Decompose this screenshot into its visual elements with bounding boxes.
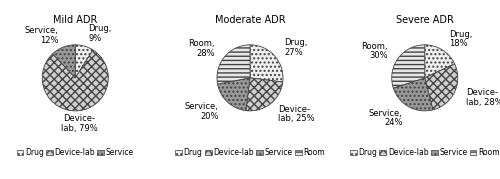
Text: Device-
lab, 28%: Device- lab, 28% bbox=[466, 88, 500, 107]
Text: Drug,
18%: Drug, 18% bbox=[450, 30, 472, 49]
Title: Mild ADR: Mild ADR bbox=[53, 15, 98, 25]
Wedge shape bbox=[52, 45, 76, 78]
Legend: Drug, Device-lab, Service, Room: Drug, Device-lab, Service, Room bbox=[349, 147, 500, 158]
Title: Moderate ADR: Moderate ADR bbox=[214, 15, 286, 25]
Text: Drug,
27%: Drug, 27% bbox=[284, 38, 308, 57]
Wedge shape bbox=[246, 78, 283, 111]
Wedge shape bbox=[76, 45, 93, 78]
Wedge shape bbox=[424, 45, 454, 78]
Text: Room,
28%: Room, 28% bbox=[188, 39, 214, 58]
Wedge shape bbox=[218, 78, 250, 111]
Title: Severe ADR: Severe ADR bbox=[396, 15, 454, 25]
Wedge shape bbox=[42, 50, 108, 111]
Wedge shape bbox=[394, 78, 433, 111]
Text: Drug,
9%: Drug, 9% bbox=[88, 25, 112, 43]
Text: Service,
12%: Service, 12% bbox=[24, 26, 58, 45]
Wedge shape bbox=[424, 64, 458, 110]
Wedge shape bbox=[217, 45, 250, 84]
Legend: Drug, Device-lab, Service, Room: Drug, Device-lab, Service, Room bbox=[174, 147, 326, 158]
Wedge shape bbox=[250, 45, 283, 82]
Text: Device-
lab, 79%: Device- lab, 79% bbox=[61, 114, 98, 133]
Legend: Drug, Device-lab, Service: Drug, Device-lab, Service bbox=[16, 147, 134, 158]
Text: Device-
lab, 25%: Device- lab, 25% bbox=[278, 105, 314, 124]
Wedge shape bbox=[392, 45, 424, 88]
Text: Room,
30%: Room, 30% bbox=[361, 42, 388, 60]
Text: Service,
20%: Service, 20% bbox=[184, 102, 218, 121]
Text: Service,
24%: Service, 24% bbox=[369, 109, 402, 127]
